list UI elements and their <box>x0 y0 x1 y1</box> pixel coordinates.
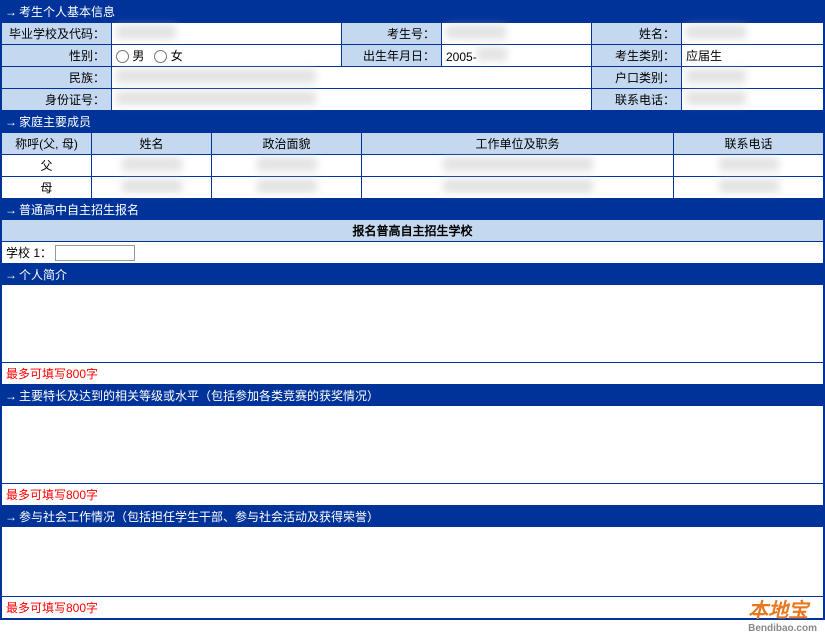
type-label: 考生类别： <box>592 45 682 67</box>
gender-female-radio[interactable] <box>154 50 167 63</box>
talent-note: 最多可填写800字 <box>1 484 824 506</box>
school-row: 学校 1： <box>1 242 824 264</box>
section-talent: 主要特长及达到的相关等级或水平（包括参加各类竞赛的获奖情况） <box>1 385 824 406</box>
hukou-label: 户口类别： <box>592 67 682 89</box>
section-social: 参与社会工作情况（包括担任学生干部、参与社会活动及获得荣誉） <box>1 506 824 527</box>
watermark: 本地宝 Bendibao.com <box>748 594 817 634</box>
intro-textarea[interactable] <box>1 285 824 363</box>
fam-col-work: 工作单位及职务 <box>362 133 674 155</box>
birth-label: 出生年月日： <box>342 45 442 67</box>
enroll-subheader: 报名普高自主招生学校 <box>1 220 824 242</box>
school-value[interactable] <box>112 23 342 45</box>
gender-female-text: 女 <box>171 49 183 63</box>
watermark-main: 本地宝 <box>748 600 808 622</box>
school-label: 毕业学校及代码： <box>2 23 112 45</box>
basic-info-table: 毕业学校及代码： 考生号： 姓名： 性别： 男 女 出生年月日： 2005- 考… <box>1 22 824 111</box>
name-value[interactable] <box>682 23 824 45</box>
fam-row2-phone[interactable] <box>674 177 824 199</box>
fam-col-pol: 政治面貌 <box>212 133 362 155</box>
id-label: 身份证号： <box>2 89 112 111</box>
fam-row1-work[interactable] <box>362 155 674 177</box>
nation-value[interactable] <box>112 67 592 89</box>
talent-textarea[interactable] <box>1 406 824 484</box>
fam-row2-pol[interactable] <box>212 177 362 199</box>
id-value[interactable] <box>112 89 592 111</box>
phone-value[interactable] <box>682 89 824 111</box>
section-enroll: 普通高中自主招生报名 <box>1 199 824 220</box>
fam-row2-rel: 母 <box>2 177 92 199</box>
fam-row1-pol[interactable] <box>212 155 362 177</box>
fam-row1-rel: 父 <box>2 155 92 177</box>
section-basic-info: 考生个人基本信息 <box>1 1 824 22</box>
fam-col-phone: 联系电话 <box>674 133 824 155</box>
gender-male-text: 男 <box>132 49 144 63</box>
birth-value[interactable]: 2005- <box>442 45 592 67</box>
phone-label: 联系电话： <box>592 89 682 111</box>
nation-label: 民族： <box>2 67 112 89</box>
gender-male-radio[interactable] <box>116 50 129 63</box>
fam-col-rel: 称呼(父, 母) <box>2 133 92 155</box>
fam-col-name: 姓名 <box>92 133 212 155</box>
fam-row1-name[interactable] <box>92 155 212 177</box>
type-value: 应届生 <box>682 45 824 67</box>
name-label: 姓名： <box>592 23 682 45</box>
gender-label: 性别： <box>2 45 112 67</box>
intro-note: 最多可填写800字 <box>1 363 824 385</box>
watermark-sub: Bendibao.com <box>748 623 817 634</box>
school1-input[interactable] <box>55 245 135 261</box>
fam-row1-phone[interactable] <box>674 155 824 177</box>
fam-row2-work[interactable] <box>362 177 674 199</box>
section-intro: 个人简介 <box>1 264 824 285</box>
social-textarea[interactable] <box>1 527 824 597</box>
fam-row2-name[interactable] <box>92 177 212 199</box>
family-table: 称呼(父, 母) 姓名 政治面貌 工作单位及职务 联系电话 父 母 <box>1 132 824 199</box>
hukou-value[interactable] <box>682 67 824 89</box>
school1-label: 学校 1： <box>6 246 52 260</box>
examno-value[interactable] <box>442 23 592 45</box>
examno-label: 考生号： <box>342 23 442 45</box>
gender-cell: 男 女 <box>112 45 342 67</box>
social-note: 最多可填写800字 <box>1 597 824 619</box>
section-family: 家庭主要成员 <box>1 111 824 132</box>
